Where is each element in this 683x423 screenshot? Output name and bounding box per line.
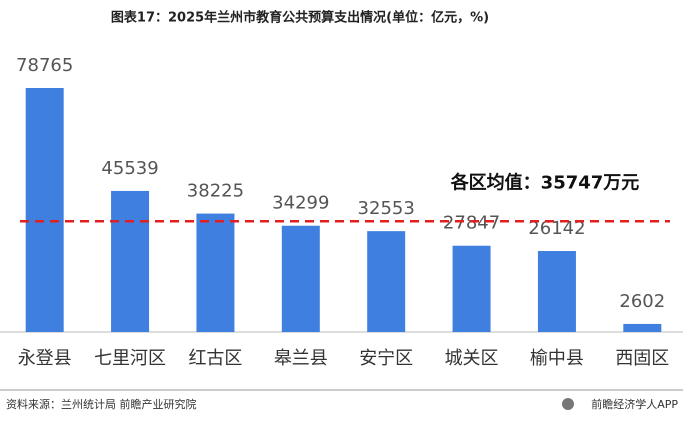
value-label: 26142	[528, 218, 585, 239]
value-label: 78765	[16, 55, 73, 76]
x-tick-label: 榆中县	[530, 348, 584, 369]
value-label: 45539	[101, 158, 158, 179]
bar	[537, 251, 576, 332]
x-tick-label: 城关区	[445, 348, 499, 369]
brand: 前瞻经济学人APP	[591, 397, 678, 411]
x-tick-label: 红古区	[188, 348, 242, 369]
average-label: 各区均值：35747万元	[450, 171, 640, 193]
x-tick-label: 永登县	[18, 348, 72, 369]
brand-icon	[562, 398, 574, 410]
bar	[623, 323, 662, 332]
value-label: 38225	[187, 181, 244, 202]
value-label: 2602	[619, 291, 665, 312]
bar	[452, 245, 491, 332]
value-label: 34299	[272, 193, 329, 214]
value-label: 32553	[358, 198, 415, 219]
x-tick-label: 皋兰县	[274, 348, 328, 369]
source: 资料来源：兰州统计局 前瞻产业研究院	[6, 397, 197, 411]
x-tick-label: 七里河区	[94, 348, 166, 369]
bar	[111, 190, 150, 332]
bar	[25, 88, 64, 332]
x-tick-label: 安宁区	[359, 348, 413, 369]
value-label: 27847	[443, 213, 500, 234]
bar	[196, 213, 235, 332]
bar	[367, 231, 406, 332]
bar	[281, 225, 320, 332]
x-tick-label: 西固区	[615, 348, 669, 369]
chart-title: 图表17：2025年兰州市教育公共预算支出情况(单位：亿元，%)	[111, 10, 489, 26]
